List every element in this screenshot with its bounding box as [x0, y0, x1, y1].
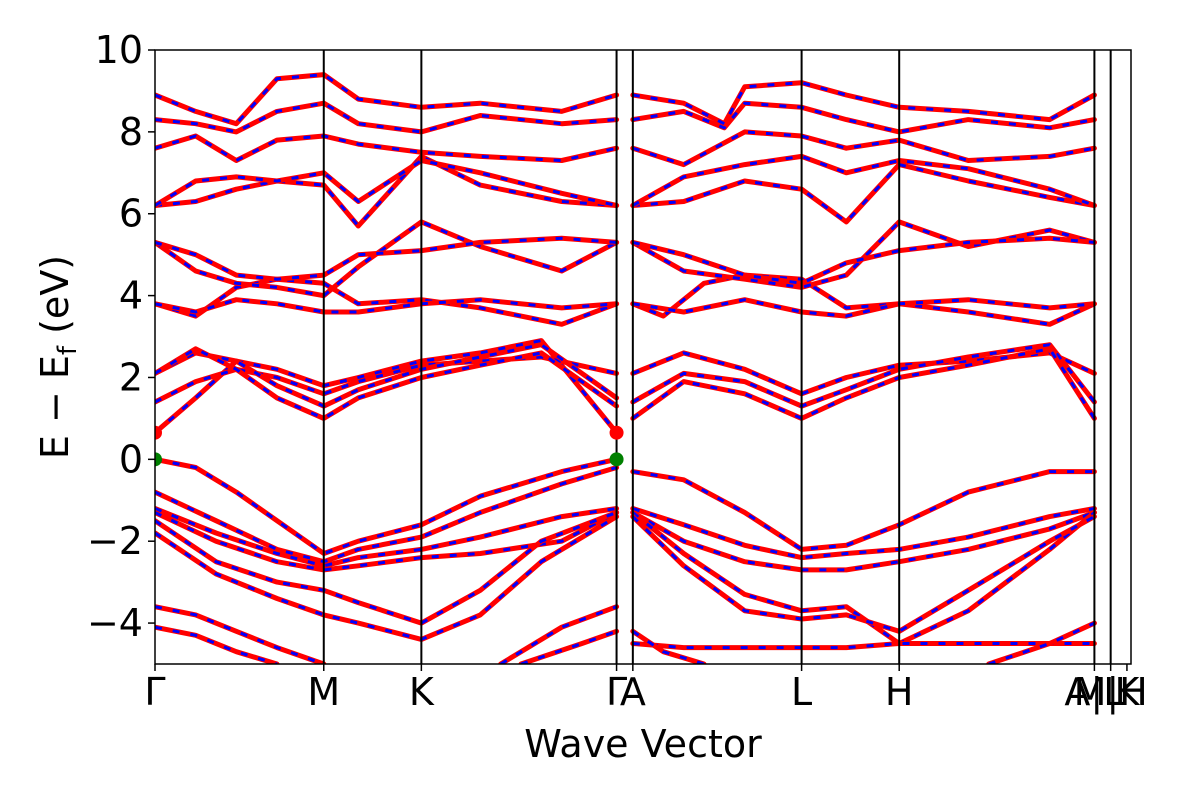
y-ticks: −4 −2 0 2 4 6 8 10 [87, 28, 155, 645]
band-line-spin-down [632, 163, 1095, 224]
band-line-spin-down [155, 625, 278, 664]
x-tick-label: A [620, 670, 646, 714]
y-tick-label: 6 [119, 192, 143, 236]
cbm-point [609, 425, 624, 440]
y-tick-label: −4 [87, 601, 143, 645]
band-line-spin-down [155, 511, 618, 625]
y-tick-label: −2 [87, 519, 143, 563]
band-line-spin-up [155, 133, 620, 163]
band-line-spin-down [155, 277, 618, 326]
band-line-spin-down [155, 236, 617, 281]
y-tick-label: 0 [119, 437, 143, 481]
x-tick-label: L [791, 670, 812, 714]
band-line-spin-down [988, 621, 1096, 664]
band-line-spin-down [155, 515, 618, 641]
x-axis-title: Wave Vector [524, 722, 762, 766]
y-tick-label: 2 [119, 355, 143, 399]
band-line-spin-up [155, 465, 620, 565]
band-line-spin-down [155, 605, 325, 664]
x-tick-label: Γ [144, 670, 165, 714]
band-line-spin-down [520, 629, 618, 664]
band-line-spin-up [155, 456, 620, 556]
band-line-spin-down [155, 159, 617, 207]
bands-layer [155, 72, 1097, 664]
band-line-spin-up [630, 641, 1097, 651]
band-line-spin-down [631, 515, 1096, 633]
band-line-spin-down [631, 630, 705, 664]
band-line-spin-up [518, 628, 620, 664]
band-line-spin-up [155, 506, 620, 569]
band-line-spin-down [155, 343, 618, 408]
extrema-points [155, 425, 624, 467]
vbm-point [155, 452, 162, 467]
band-line-spin-down [155, 73, 618, 126]
band-line-spin-up [630, 219, 1097, 290]
band-line-spin-down [632, 351, 1096, 396]
x-tick-label: Γ [606, 670, 627, 714]
band-line-spin-up [155, 219, 620, 299]
y-tick-label: 4 [119, 274, 143, 318]
x-tick-label: A|L [1064, 670, 1124, 715]
band-line-spin-down [631, 511, 1096, 645]
x-tick-label: M [307, 670, 340, 714]
band-line-spin-down [632, 273, 1096, 326]
band-line-spin-down [632, 507, 1095, 560]
x-tick-label: K [1114, 670, 1140, 714]
x-tick-label: H [885, 670, 914, 714]
y-axis-title-unit: (eV) [33, 255, 77, 346]
band-line-spin-up [630, 153, 1097, 208]
band-line-spin-down [155, 134, 617, 162]
band-line-spin-down [632, 470, 1095, 551]
plot-frame [154, 49, 1132, 665]
vbm-point [609, 452, 624, 467]
band-line-spin-up [155, 72, 620, 127]
y-axis-title-main: E − E [33, 355, 77, 459]
band-line-spin-down [155, 220, 618, 298]
x-tick-label: K [409, 670, 435, 714]
band-line-spin-down [632, 130, 1095, 167]
band-line-spin-down [632, 236, 1095, 285]
band-line-spin-down [155, 154, 617, 228]
band-line-spin-up [155, 510, 620, 626]
y-tick-label: 8 [119, 110, 143, 154]
band-line-spin-down [632, 81, 1096, 126]
y-axis-title: E − Ef (eV) [33, 255, 83, 459]
y-axis-title-subscript: f [53, 345, 83, 355]
band-line-spin-up [630, 235, 1097, 286]
band-line-spin-up [630, 510, 1097, 573]
band-line-spin-up [630, 129, 1097, 168]
band-line-spin-up [155, 297, 620, 315]
x-tick-label: M|H [1074, 670, 1148, 715]
band-line-spin-down [632, 298, 1095, 318]
band-line-spin-down [155, 101, 617, 134]
cbm-point [155, 425, 162, 440]
band-line-spin-up [630, 272, 1097, 327]
band-line-spin-down [632, 101, 1095, 134]
band-line-spin-up [155, 346, 620, 421]
y-tick-label: 10 [95, 28, 143, 72]
band-line-spin-up [155, 604, 327, 664]
band-line-spin-down [632, 343, 1096, 408]
band-line-spin-down [632, 220, 1095, 289]
band-line-spin-down [631, 347, 1096, 420]
high-symmetry-lines [322, 50, 1112, 664]
x-ticks: Γ M K ΓA L H A|LM|HK [144, 664, 1148, 715]
band-line-spin-down [155, 339, 618, 434]
band-line-spin-down [499, 605, 618, 664]
band-line-spin-down [155, 466, 618, 564]
